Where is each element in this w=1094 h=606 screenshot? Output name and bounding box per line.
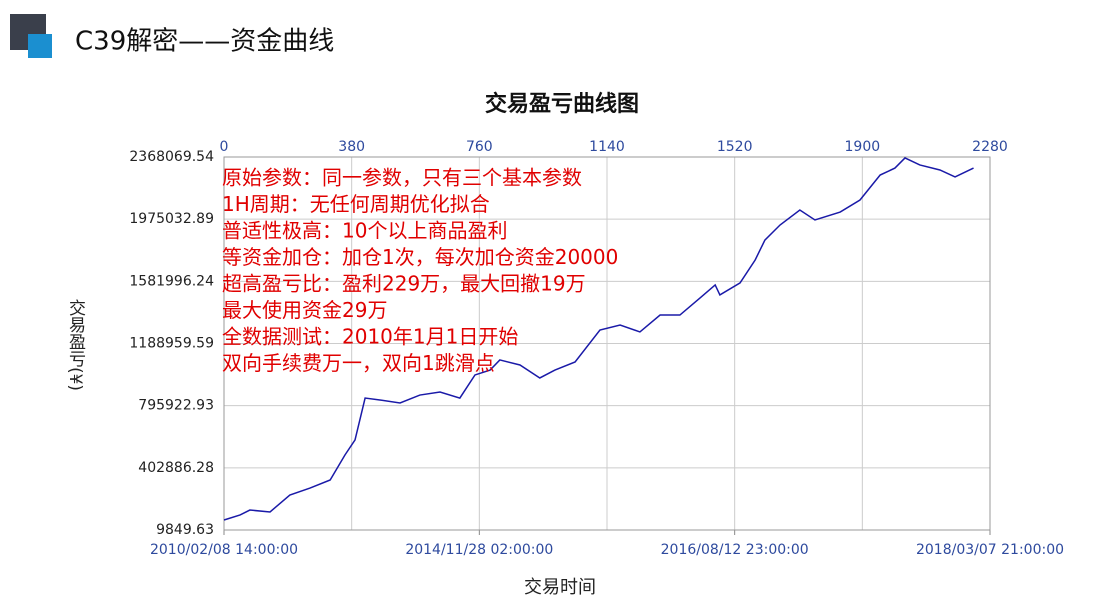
y-tick-label: 795922.93: [138, 398, 214, 414]
x-tick-label: 2280: [972, 139, 1008, 155]
x-tick-label: 1140: [589, 139, 625, 155]
annotation: 最大使用资金29万: [222, 298, 387, 322]
y-tick-label: 402886.28: [138, 460, 214, 476]
deco-square: [28, 34, 52, 58]
annotation: 全数据测试：2010年1月1日开始: [222, 325, 518, 349]
plot: 9849.63 402886.28 795922.93 1188959.59 15819…: [129, 139, 1064, 558]
slide-title: C39解密——资金曲线: [75, 27, 334, 57]
annotations: 原始参数：同一参数，只有三个基本参数1H周期：无任何周期优化拟合普适性极高：10…: [222, 166, 618, 376]
annotation: 超高盈亏比：盈利229万，最大回撤19万: [222, 272, 586, 296]
x-tick-label: 760: [466, 139, 493, 155]
y-tick-label: 1581996.24: [129, 273, 214, 289]
x2-tick-label: 2014/11/28 02:00:00: [405, 542, 553, 558]
y-tick-label: 2368069.54: [129, 149, 214, 165]
x2-tick-label: 2018/03/07 21:00:00: [916, 542, 1064, 558]
y-axis-label: 交易盈亏(¥): [65, 299, 86, 391]
x-tick-label: 1520: [717, 139, 753, 155]
plot-frame: [223, 156, 991, 531]
chart-title: 交易盈亏曲线图: [485, 91, 639, 117]
x-tick-label: 0: [220, 139, 229, 155]
x-tick-label: 380: [338, 139, 365, 155]
x2-tick-label: 2010/02/08 14:00:00: [150, 542, 298, 558]
annotation: 普适性极高：10个以上商品盈利: [222, 219, 507, 243]
y-tick-label: 1188959.59: [129, 336, 214, 352]
x2-tick-label: 2016/08/12 23:00:00: [661, 542, 809, 558]
y-tick-label: 9849.63: [156, 522, 214, 538]
x-axis-label: 交易时间: [524, 577, 596, 598]
x-tick-label: 1900: [845, 139, 881, 155]
annotation: 原始参数：同一参数，只有三个基本参数: [222, 166, 582, 190]
y-tick-label: 1975032.89: [129, 211, 214, 227]
annotation: 双向手续费万一，双向1跳滑点: [222, 351, 495, 375]
equity-line: [223, 157, 974, 521]
annotation: 1H周期：无任何周期优化拟合: [222, 192, 490, 216]
annotation: 等资金加仓：加仓1次，每次加仓资金20000: [222, 245, 618, 269]
